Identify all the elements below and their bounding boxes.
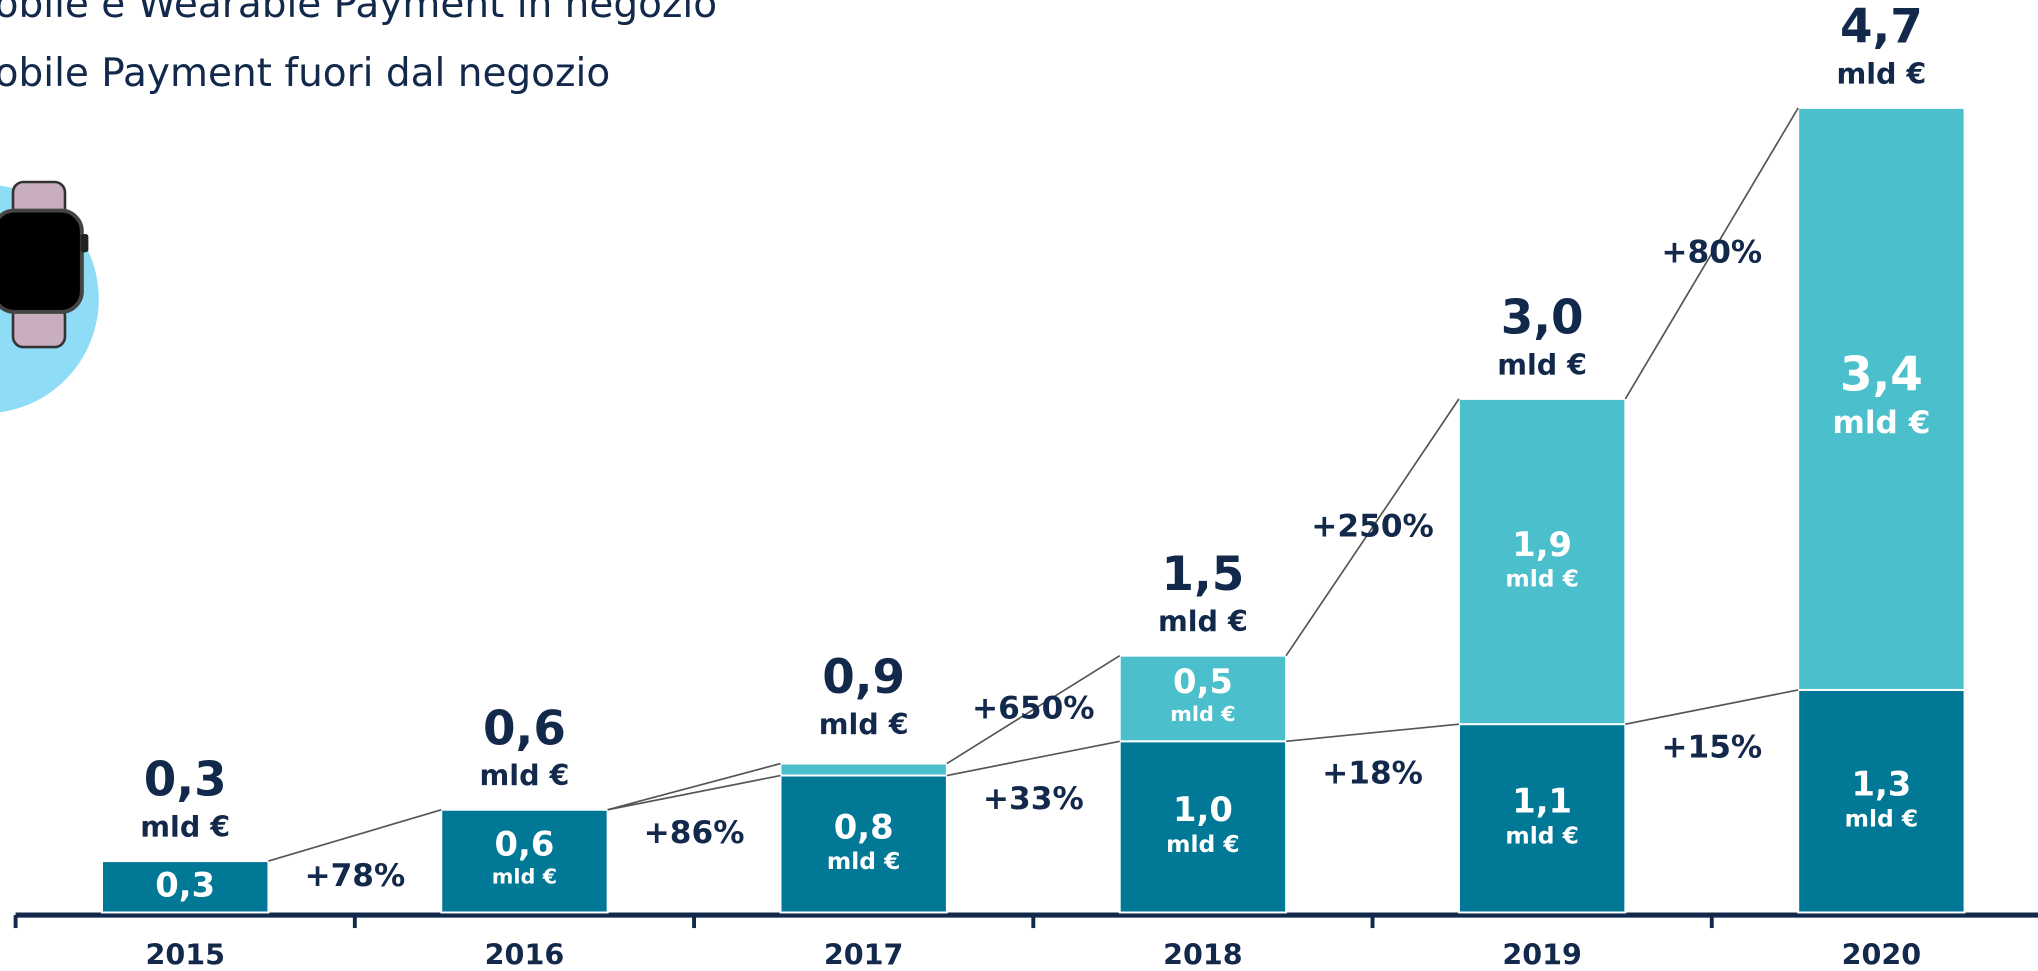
watch-icon [0, 180, 99, 413]
bar-segment [1797, 688, 1966, 914]
total-unit: mld € [819, 707, 909, 741]
total-label: 0,6 [483, 702, 566, 756]
x-tick-label: 2017 [824, 938, 904, 971]
segment-label: 1,9 [1512, 525, 1572, 564]
growth-label: +650% [972, 691, 1094, 727]
bar-segment [440, 808, 609, 914]
bar-segment [779, 774, 948, 914]
segment-label: 0,8 [834, 807, 894, 846]
segment-unit: mld € [1832, 405, 1930, 441]
x-tick-label: 2018 [1163, 938, 1243, 971]
x-tick-label: 2019 [1502, 938, 1582, 971]
total-label: 0,3 [144, 754, 227, 808]
bar-segment [1797, 106, 1966, 691]
bar-segment [101, 860, 270, 914]
growth-label: +86% [644, 815, 745, 851]
connector [946, 654, 1121, 765]
connector [1285, 398, 1460, 657]
growth-label: +15% [1661, 730, 1762, 766]
segment-label: 3,4 [1840, 348, 1923, 402]
total-label: 3,0 [1501, 291, 1584, 345]
segment-unit: mld € [1845, 804, 1919, 832]
segment-unit: mld € [1170, 702, 1235, 726]
connector [1286, 723, 1460, 743]
bar-segment [1118, 654, 1288, 743]
segment-label: 1,1 [1512, 782, 1572, 821]
segment-unit: mld € [492, 865, 557, 889]
total-unit: mld € [1497, 347, 1587, 381]
connector [1624, 107, 1799, 400]
segment-unit: mld € [1166, 830, 1240, 858]
x-tick-label: 2020 [1842, 938, 1922, 971]
segment-label: 0,3 [155, 865, 215, 904]
growth-label: +78% [304, 858, 405, 894]
bar-segment [779, 762, 948, 777]
total-label: 4,7 [1840, 0, 1923, 54]
growth-label: +250% [1311, 508, 1433, 544]
connector [607, 774, 781, 811]
segment-label: 0,5 [1173, 662, 1233, 701]
segment-unit: mld € [1505, 822, 1579, 850]
x-tick-label: 2016 [485, 938, 565, 971]
legend-label: Mobile Payment fuori dal negozio [0, 51, 610, 96]
segment-unit: mld € [827, 847, 901, 875]
growth-label: +18% [1322, 755, 1423, 791]
segment-unit: mld € [1505, 565, 1579, 593]
bar-segment [1457, 723, 1627, 914]
connector [268, 808, 442, 862]
growth-label: +33% [983, 781, 1084, 817]
bar-segment [1457, 397, 1627, 726]
segment-label: 1,0 [1173, 790, 1233, 829]
legend-label: Mobile e Wearable Payment in negozio [0, 0, 717, 27]
total-label: 0,9 [822, 651, 905, 705]
total-unit: mld € [140, 810, 230, 844]
total-label: 1,5 [1161, 548, 1244, 602]
connector [1625, 689, 1799, 725]
bar-segment [1118, 740, 1288, 914]
connector [607, 762, 781, 811]
segment-label: 1,3 [1851, 764, 1911, 803]
total-unit: mld € [480, 758, 570, 792]
x-tick-label: 2015 [145, 938, 225, 971]
segment-label: 0,6 [495, 824, 555, 863]
connector [946, 740, 1120, 777]
total-unit: mld € [1836, 56, 1926, 90]
total-unit: mld € [1158, 604, 1248, 638]
growth-label: +80% [1661, 234, 1762, 270]
